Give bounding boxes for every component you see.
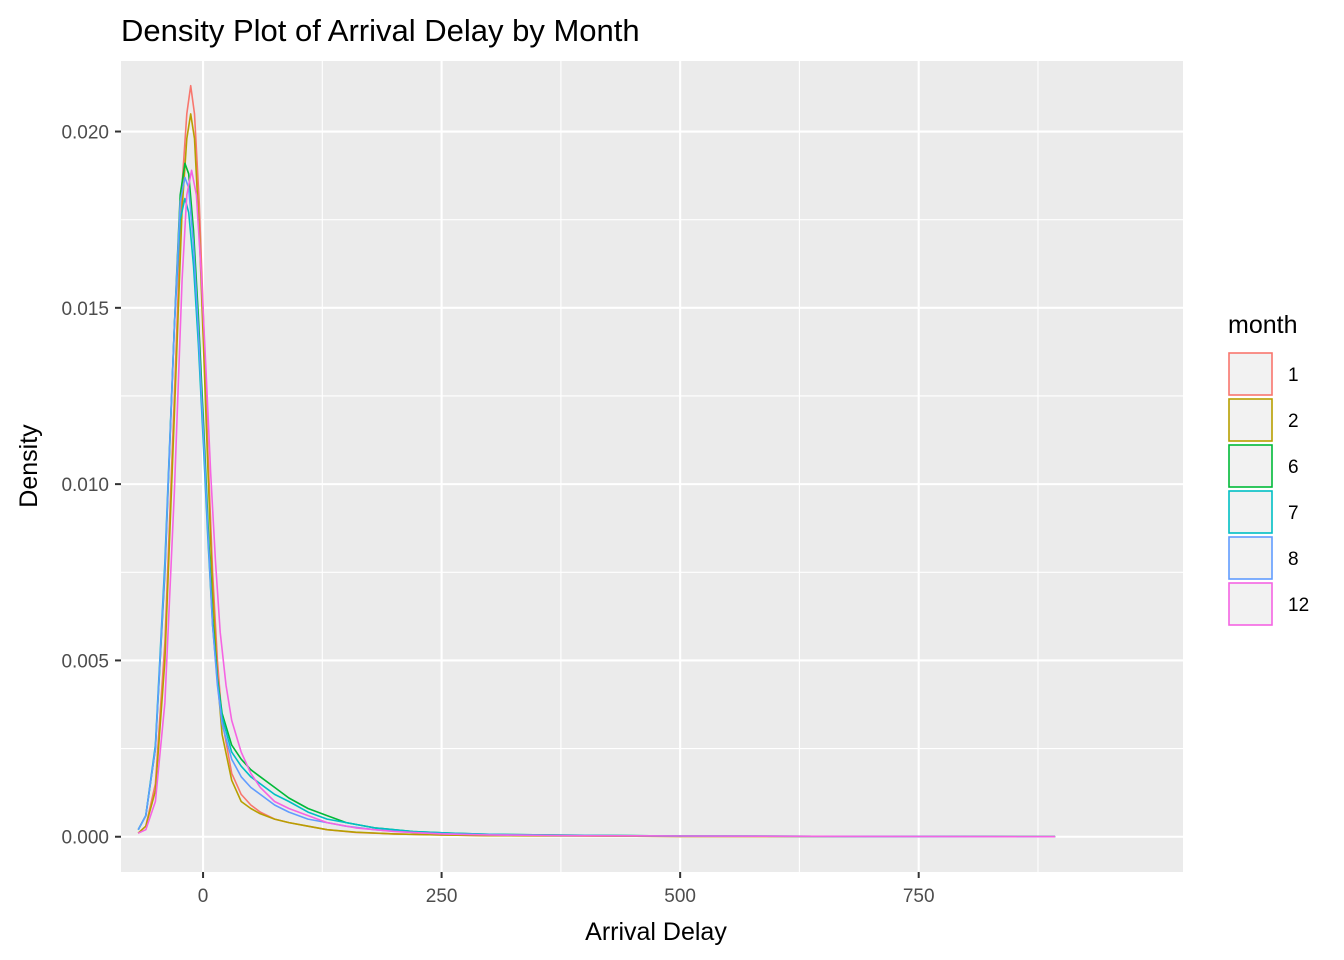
legend-key-month-1 [1228,352,1273,396]
x-axis-title: Arrival Delay [585,918,727,946]
y-axis-title: Density [15,424,43,508]
y-axis: 0.000 0.005 0.010 0.015 0.020 [61,123,121,849]
legend-label-month-1: 1 [1288,365,1299,386]
x-tick-label: 500 [664,886,696,907]
legend-key-month-7 [1228,490,1273,534]
chart-title: Density Plot of Arrival Delay by Month [121,13,640,48]
x-axis: 0 250 500 750 [198,872,935,907]
y-tick-label: 0.015 [61,299,109,320]
y-tick-label: 0.010 [61,475,109,496]
legend-key-month-6 [1228,444,1273,488]
y-tick-label: 0.020 [61,123,109,144]
x-tick-label: 250 [426,886,458,907]
y-tick-label: 0.005 [61,651,109,672]
x-tick-label: 0 [198,886,209,907]
x-tick-label: 750 [903,886,935,907]
legend-label-month-8: 8 [1288,549,1299,570]
legend-label-month-6: 6 [1288,457,1299,478]
density-line-month-12 [137,169,1056,838]
legend-label-month-12: 12 [1288,595,1309,616]
legend-label-month-7: 7 [1288,503,1299,524]
legend-key-month-12 [1228,582,1273,626]
plot-panel [121,61,1183,872]
legend-key-month-8 [1228,536,1273,580]
legend-title: month [1228,311,1297,339]
minor-gridlines [121,61,1183,872]
legend-label-month-2: 2 [1288,411,1299,432]
y-tick-label: 0.000 [61,828,109,849]
legend-key-month-2 [1228,398,1273,442]
density-lines [137,84,1056,838]
